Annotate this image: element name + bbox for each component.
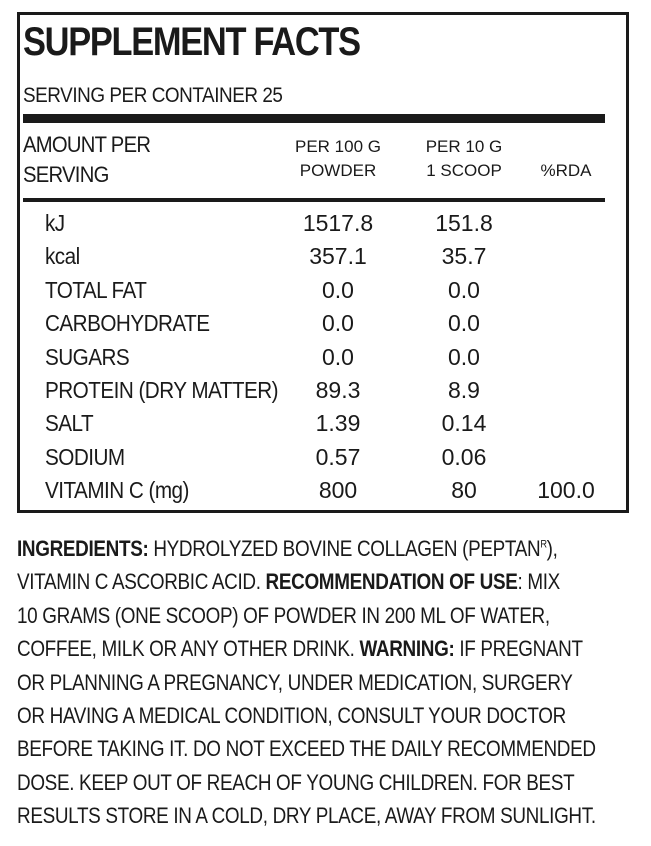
rda-value: 100.0 (537, 477, 595, 504)
per-10g-value: 0.0 (448, 343, 480, 370)
table-row: SUGARS 0.0 0.0 (0, 342, 651, 375)
text-line: OR PLANNING A PREGNANCY, UNDER MEDICATIO… (17, 669, 573, 695)
recommendation-text-2: COFFEE, MILK OR ANY OTHER DRINK. (17, 636, 360, 662)
ingredients-text: HYDROLYZED BOVINE COLLAGEN (PEPTAN (148, 536, 541, 561)
per-100g-value: 0.0 (322, 343, 354, 370)
per-10g-value: 0.14 (441, 410, 487, 437)
per-10g-value: 0.0 (448, 276, 480, 303)
text-line: VITAMIN C ASCORBIC ACID. RECOMMENDATION … (17, 565, 560, 598)
trademark-mark: R (540, 538, 547, 551)
table-row: CARBOHYDRATE 0.0 0.0 (0, 308, 651, 341)
nutrient-name: VITAMIN C (mg) (45, 477, 189, 504)
warning-label: WARNING: (359, 636, 455, 662)
nutrient-name: SUGARS (45, 343, 130, 370)
nutrient-name: kcal (45, 243, 80, 270)
text-line: RESULTS STORE IN A COLD, DRY PLACE, AWAY… (17, 803, 596, 829)
per-100g-header: PER 100 G POWDER (295, 137, 381, 180)
amount-per-serving-header: AMOUNT PER SERVING (23, 132, 151, 187)
thick-divider (23, 114, 605, 123)
per-100g-value: 0.57 (315, 443, 361, 470)
per-100g-value: 1.39 (315, 410, 361, 437)
text-line: DOSE. KEEP OUT OF REACH OF YOUNG CHILDRE… (17, 769, 575, 795)
text-line: OR HAVING A MEDICAL CONDITION, CONSULT Y… (17, 703, 566, 729)
ingredients-text-2: VITAMIN C ASCORBIC ACID. (17, 569, 266, 595)
rda-header: %RDA (540, 161, 592, 180)
text-line: COFFEE, MILK OR ANY OTHER DRINK. WARNING… (17, 632, 583, 665)
recommendation-label: RECOMMENDATION OF USE (265, 569, 518, 595)
per-10g-header: PER 10 G 1 SCOOP (425, 137, 503, 180)
text-line: 10 GRAMS (ONE SCOOP) OF POWDER IN 200 ML… (17, 602, 550, 628)
ingredients-text-end: ), (546, 536, 558, 561)
servings-per-container: SERVING PER CONTAINER 25 (23, 84, 283, 107)
per-10g-value: 8.9 (448, 376, 480, 403)
recommendation-text: : MIX (517, 569, 560, 595)
per-10g-value: 80 (451, 477, 477, 504)
nutrient-name: SALT (45, 410, 94, 437)
facts-title: SUPPLEMENT FACTS (23, 20, 361, 64)
nutrient-name: PROTEIN (DRY MATTER) (45, 376, 279, 403)
text-line: INGREDIENTS: HYDROLYZED BOVINE COLLAGEN … (17, 532, 558, 565)
per-10g-value: 151.8 (435, 210, 493, 236)
supplement-facts-panel (17, 12, 629, 513)
table-row: kJ 1517.8 151.8 (0, 208, 651, 241)
per-10g-value: 0.0 (448, 310, 480, 337)
table-row: PROTEIN (DRY MATTER) 89.3 8.9 (0, 375, 651, 408)
per-10g-value: 35.7 (441, 243, 487, 270)
per-100g-value: 800 (318, 477, 358, 504)
nutrient-name: CARBOHYDRATE (45, 310, 210, 337)
table-row: SODIUM 0.57 0.06 (0, 442, 651, 475)
nutrient-name: kJ (45, 210, 65, 236)
per-100g-value: 0.0 (322, 276, 354, 303)
text-line: BEFORE TAKING IT. DO NOT EXCEED THE DAIL… (17, 736, 596, 762)
table-row: kcal 357.1 35.7 (0, 241, 651, 274)
table-row: TOTAL FAT 0.0 0.0 (0, 275, 651, 308)
per-100g-value: 0.0 (322, 310, 354, 337)
warning-text: IF PREGNANT (454, 636, 583, 662)
table-row: SALT 1.39 0.14 (0, 408, 651, 441)
nutrient-name: SODIUM (45, 443, 125, 470)
nutrient-table: kJ 1517.8 151.8 kcal 357.1 35.7 TOTAL FA… (0, 208, 651, 509)
per-100g-value: 1517.8 (302, 210, 374, 236)
per-10g-value: 0.06 (441, 443, 487, 470)
nutrient-name: TOTAL FAT (45, 276, 147, 303)
ingredients-block: INGREDIENTS: HYDROLYZED BOVINE COLLAGEN … (17, 532, 637, 833)
ingredients-label: INGREDIENTS: (17, 536, 149, 561)
thin-divider (23, 198, 605, 202)
per-100g-value: 357.1 (309, 243, 367, 270)
per-100g-value: 89.3 (315, 376, 361, 403)
table-row: VITAMIN C (mg) 800 80 100.0 (0, 475, 651, 508)
